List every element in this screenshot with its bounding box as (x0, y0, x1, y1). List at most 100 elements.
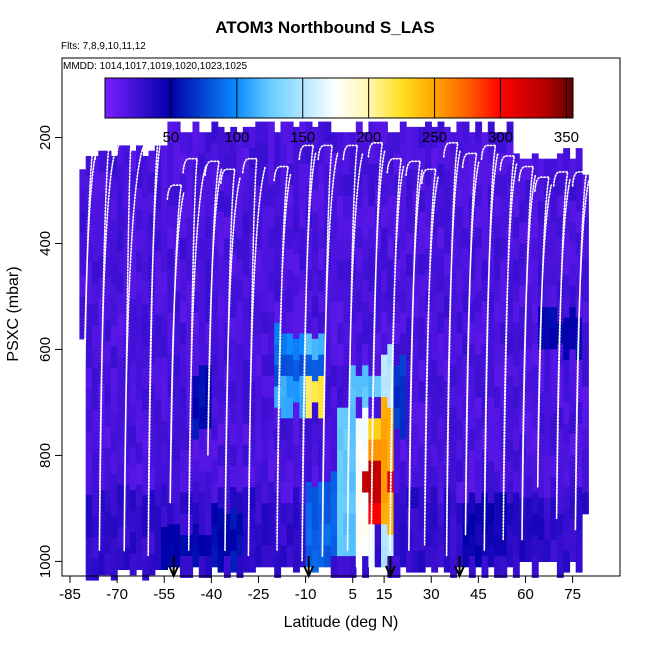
heat-cell (393, 238, 401, 260)
heat-cell (418, 232, 426, 255)
heat-cell (544, 264, 552, 287)
heat-cell (393, 259, 401, 282)
heat-cell (412, 254, 420, 276)
heat-cell (450, 259, 457, 282)
heat-cell (431, 296, 439, 319)
heat-cell (569, 307, 577, 329)
heat-cell (305, 439, 313, 462)
heat-cell (142, 368, 150, 390)
heat-cell (343, 195, 351, 218)
heat-cell (324, 164, 332, 186)
heat-cell (481, 238, 489, 260)
heat-cell (267, 121, 275, 144)
heat-cell (280, 164, 288, 186)
heat-cell (443, 317, 451, 340)
heat-cell (443, 360, 451, 382)
heat-cell (293, 275, 300, 298)
heat-cell (330, 280, 338, 303)
heat-cell (418, 190, 426, 213)
heat-cell (525, 391, 533, 414)
heat-cell (374, 418, 382, 441)
heat-cell (456, 291, 464, 313)
heat-cell (412, 317, 420, 340)
heat-cell (406, 148, 413, 170)
heat-cell (569, 413, 577, 435)
heat-cell (324, 121, 332, 144)
heat-cell (500, 238, 508, 260)
heat-cell (431, 126, 439, 149)
heat-cell (261, 524, 269, 547)
heat-cell (563, 444, 571, 467)
heat-cell (362, 365, 369, 388)
heat-cell (519, 540, 527, 562)
heat-cell (192, 291, 200, 313)
heat-cell (362, 195, 369, 218)
heat-cell (506, 312, 514, 335)
heat-cell (437, 270, 445, 292)
heat-cell (544, 201, 552, 223)
heat-cell (387, 195, 395, 218)
heat-cell (556, 556, 564, 578)
heat-cell (205, 471, 212, 494)
heat-cell (192, 142, 200, 165)
heat-cell (324, 142, 332, 165)
heat-cell (129, 256, 137, 279)
heat-cell (506, 291, 514, 313)
heat-cell (538, 540, 545, 562)
heat-cell (261, 227, 269, 250)
heat-cell (450, 471, 457, 494)
heat-cell (211, 375, 219, 398)
heat-cell (494, 322, 501, 345)
heat-cell (267, 164, 275, 186)
heat-cell (198, 132, 206, 154)
heat-cell (154, 548, 162, 570)
heat-cell (198, 450, 206, 472)
heat-cell (437, 206, 445, 229)
heat-cell (236, 556, 244, 578)
heat-cell (456, 121, 464, 144)
heat-cell (173, 142, 181, 165)
heat-cell (117, 272, 124, 295)
heat-cell (255, 312, 263, 335)
heat-cell (519, 264, 527, 287)
heat-cell (450, 556, 457, 578)
heat-cell (249, 529, 256, 552)
heat-cell (582, 471, 589, 494)
heat-cell (381, 206, 388, 229)
heat-cell (406, 317, 413, 340)
heat-cell (286, 312, 294, 335)
heat-cell (85, 495, 93, 517)
heat-cell (355, 121, 363, 144)
heat-cell (104, 426, 112, 449)
heat-cell (531, 217, 539, 239)
heat-cell (569, 349, 577, 372)
heat-cell (110, 262, 118, 284)
heat-cell (481, 322, 489, 345)
heat-cell (192, 121, 200, 144)
heat-cell (324, 439, 332, 462)
heat-cell (550, 434, 558, 456)
heat-cell (575, 211, 583, 234)
heat-cell (110, 177, 118, 199)
heat-cell (343, 132, 351, 154)
colorbar-tick-label: 150 (290, 129, 315, 146)
heat-cell (374, 142, 382, 165)
colorbar-bar (104, 77, 574, 119)
flight-profile (182, 157, 207, 551)
heat-cell (506, 333, 514, 356)
heat-cell (167, 227, 175, 250)
heat-cell (393, 132, 401, 154)
heat-cell (311, 190, 319, 213)
heat-cell (468, 492, 476, 515)
heat-cell (368, 354, 376, 377)
heat-cell (487, 164, 495, 186)
heat-cell (205, 174, 212, 197)
heat-cell (525, 370, 533, 393)
heat-cell (173, 524, 181, 547)
heat-cell (85, 410, 93, 433)
heat-cell (117, 336, 124, 358)
heat-cell (280, 270, 288, 292)
heat-cell (230, 190, 238, 213)
heat-cell (280, 333, 288, 356)
heat-cell (299, 206, 307, 229)
